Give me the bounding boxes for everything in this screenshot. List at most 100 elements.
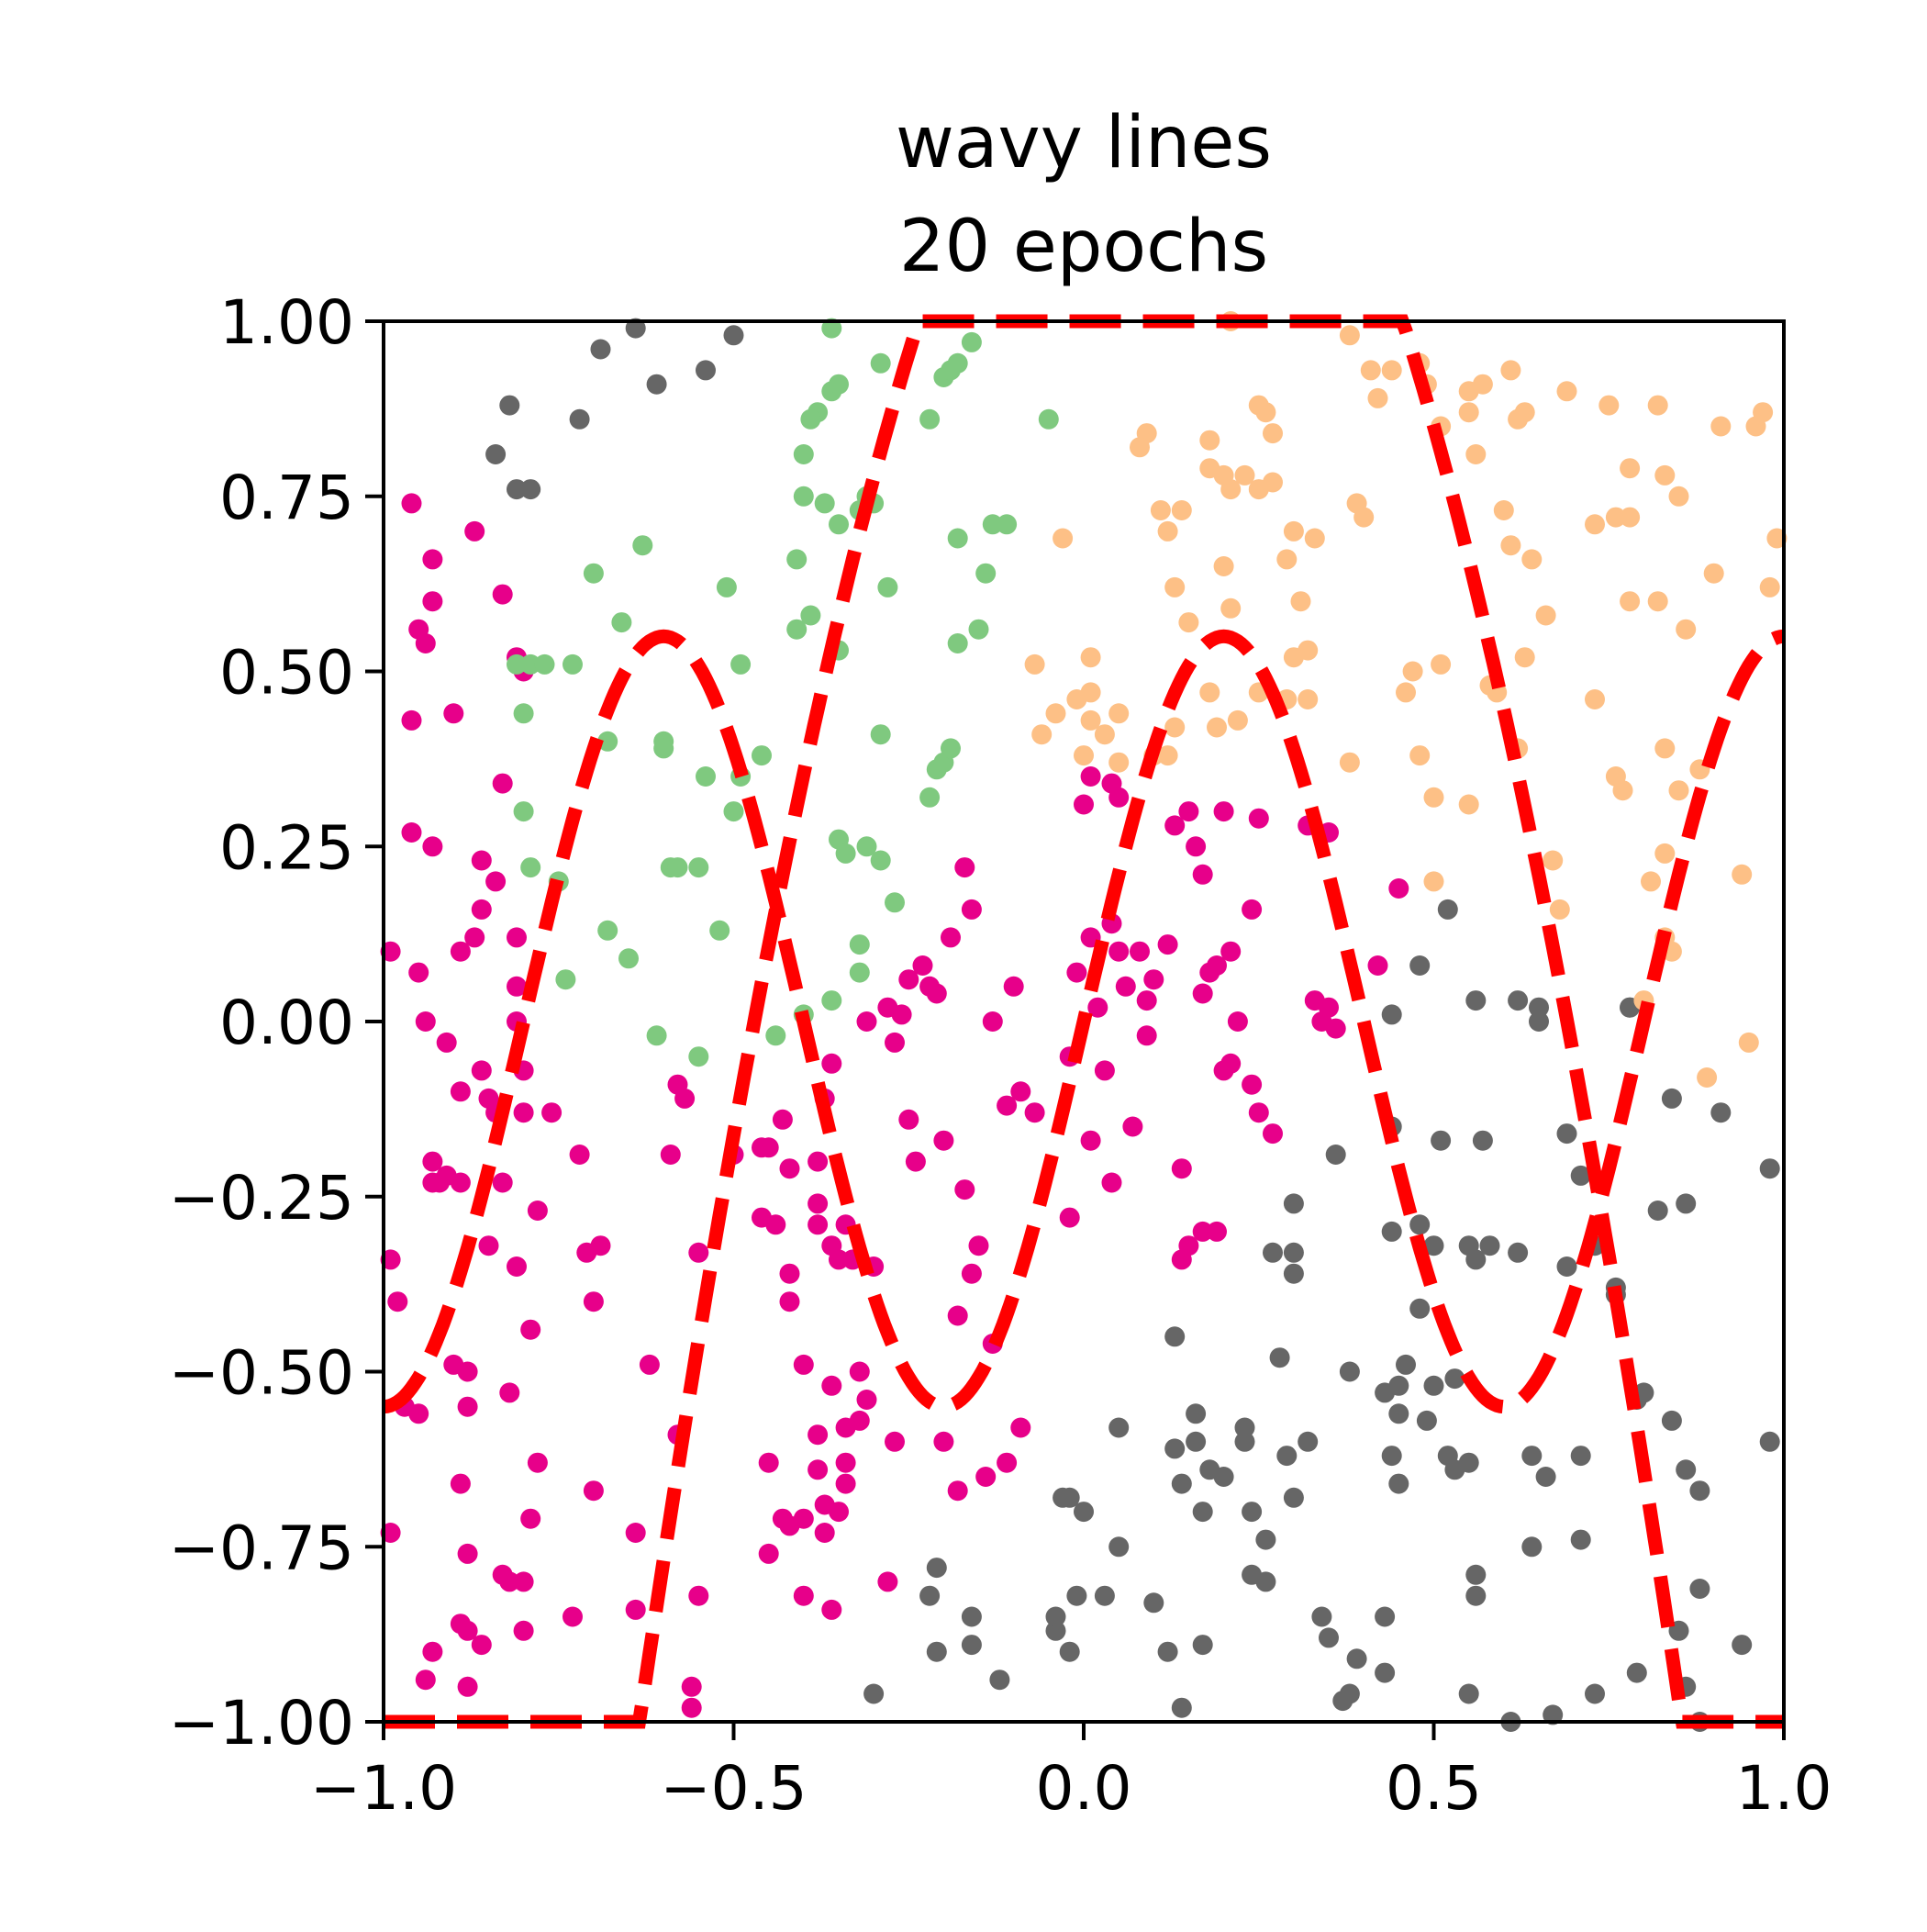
scatter-point-s0-164 (1143, 969, 1164, 990)
scatter-point-s3-8 (1458, 402, 1479, 423)
scatter-point-s3-105 (1543, 850, 1564, 871)
scatter-point-s3-51 (1535, 605, 1556, 626)
scatter-point-s2-2 (829, 374, 849, 395)
scatter-point-s1-19 (1661, 1088, 1682, 1109)
scatter-point-s3-75 (1108, 703, 1130, 724)
scatter-point-s3-9 (1472, 374, 1493, 395)
scatter-point-s1-82 (1255, 1529, 1276, 1550)
scatter-point-s0-139 (933, 1130, 954, 1151)
scatter-point-s0-80 (688, 1585, 709, 1606)
scatter-point-s3-72 (1164, 717, 1186, 738)
scatter-point-s0-59 (541, 1102, 563, 1123)
scatter-point-s2-52 (919, 787, 941, 808)
scatter-point-s1-93 (1465, 1585, 1487, 1606)
scatter-point-s0-155 (1094, 1060, 1115, 1081)
y-tick-label-1: 0.75 (219, 463, 354, 533)
scatter-point-s0-119 (877, 1571, 898, 1592)
scatter-point-s0-82 (681, 1697, 702, 1718)
scatter-point-s0-100 (808, 1459, 829, 1480)
scatter-point-s0-177 (1242, 899, 1263, 920)
scatter-point-s0-42 (415, 1011, 436, 1032)
scatter-point-s3-29 (1234, 464, 1255, 486)
scatter-point-s0-85 (758, 1137, 779, 1158)
scatter-point-s0-180 (1199, 962, 1220, 983)
scatter-point-s0-94 (793, 1354, 814, 1375)
scatter-point-s0-116 (793, 1585, 814, 1606)
scatter-point-s1-54 (1416, 1410, 1437, 1431)
scatter-point-s0-35 (492, 773, 513, 794)
scatter-point-s0-43 (436, 1032, 457, 1053)
scatter-point-s1-4 (646, 374, 667, 395)
chart-title-line-1: wavy lines (896, 102, 1272, 184)
scatter-point-s0-28 (401, 822, 422, 843)
scatter-point-s0-193 (1319, 997, 1339, 1018)
scatter-point-s2-18 (961, 331, 982, 352)
scatter-point-s0-166 (1136, 1025, 1157, 1046)
scatter-point-s0-95 (758, 1452, 779, 1473)
scatter-point-s0-163 (1136, 990, 1157, 1011)
scatter-point-s0-198 (1171, 1158, 1192, 1179)
scatter-point-s2-36 (534, 653, 555, 675)
scatter-point-s0-63 (590, 1235, 611, 1256)
scatter-point-s2-65 (618, 948, 639, 969)
scatter-point-s0-185 (1242, 1074, 1263, 1095)
scatter-point-s2-59 (835, 843, 856, 864)
scatter-point-s1-59 (1381, 1446, 1402, 1467)
scatter-point-s1-29 (1647, 1201, 1668, 1221)
scatter-point-s1-3 (625, 318, 646, 339)
scatter-point-s3-28 (1220, 479, 1242, 500)
scatter-point-s3-89 (1431, 653, 1452, 675)
scatter-point-s3-76 (1108, 752, 1130, 773)
y-tick-label-7: −0.75 (169, 1513, 354, 1583)
scatter-point-s3-42 (1620, 458, 1641, 479)
scatter-point-s0-121 (808, 1151, 829, 1172)
scatter-point-s0-106 (835, 1452, 856, 1473)
scatter-point-s0-104 (829, 1502, 849, 1523)
scatter-point-s0-200 (1192, 1221, 1213, 1242)
scatter-point-s1-120 (989, 1670, 1010, 1691)
scatter-point-s0-18 (415, 1670, 436, 1691)
scatter-point-s3-34 (1157, 520, 1178, 542)
scatter-point-s0-70 (563, 1606, 583, 1627)
scatter-point-s0-36 (471, 850, 492, 871)
scatter-point-s1-27 (1570, 1165, 1591, 1186)
scatter-point-s1-73 (1164, 1438, 1186, 1459)
scatter-point-s1-97 (1535, 1467, 1556, 1487)
scatter-point-s2-25 (1038, 408, 1059, 430)
scatter-point-s0-0 (380, 941, 401, 962)
y-tick-label-2: 0.50 (219, 638, 354, 709)
scatter-point-s3-44 (1668, 486, 1689, 507)
scatter-point-s0-133 (954, 857, 975, 878)
scatter-point-s0-127 (891, 1004, 912, 1025)
scatter-point-s3-2 (1360, 360, 1381, 381)
scatter-point-s3-13 (1514, 402, 1535, 423)
scatter-point-s1-10 (1437, 899, 1458, 920)
scatter-point-s2-60 (856, 836, 877, 857)
scatter-point-s3-65 (1298, 640, 1319, 661)
scatter-point-s0-10 (457, 1396, 478, 1417)
y-tick-label-6: −0.50 (169, 1338, 354, 1409)
scatter-point-s1-26 (1556, 1123, 1577, 1145)
scatter-point-s0-87 (779, 1158, 800, 1179)
scatter-point-s0-171 (1164, 815, 1186, 836)
scatter-point-s1-118 (961, 1606, 982, 1627)
scatter-point-s1-75 (1108, 1536, 1130, 1558)
scatter-point-s3-96 (1585, 689, 1605, 709)
scatter-point-s0-62 (583, 1291, 604, 1312)
scatter-point-s0-143 (947, 1305, 968, 1326)
scatter-point-s0-168 (1080, 766, 1101, 787)
scatter-point-s3-111 (1697, 1067, 1718, 1088)
scatter-point-s1-58 (1458, 1452, 1479, 1473)
scatter-point-s0-11 (450, 1473, 471, 1494)
scatter-point-s1-49 (1388, 1375, 1409, 1396)
scatter-point-s1-2 (590, 339, 611, 360)
scatter-point-s3-107 (1423, 871, 1444, 892)
scatter-point-s0-56 (520, 1319, 541, 1340)
scatter-point-s1-113 (1759, 1431, 1780, 1452)
scatter-point-s0-69 (513, 1620, 534, 1641)
scatter-point-s2-44 (752, 745, 772, 766)
scatter-point-s2-68 (849, 962, 870, 983)
scatter-point-s0-99 (808, 1424, 829, 1446)
scatter-point-s1-6 (723, 325, 744, 346)
scatter-point-s1-44 (1283, 1242, 1304, 1263)
